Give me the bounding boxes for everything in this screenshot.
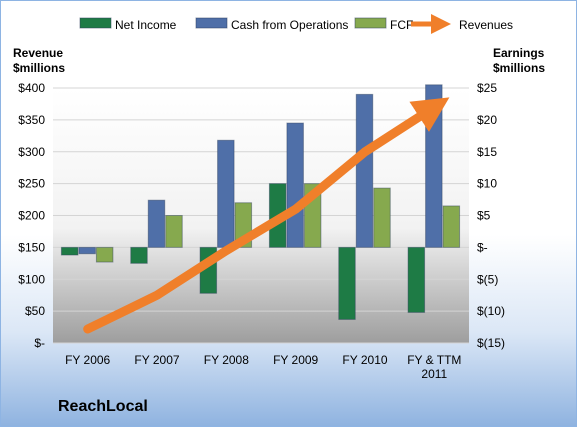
right-tick-label: $-	[477, 240, 488, 254]
left-tick-label: $100	[18, 272, 45, 286]
bar-cash-from-operations	[78, 246, 96, 255]
x-tick-label: FY & TTM 2011	[407, 353, 461, 381]
left-tick-label: $150	[18, 240, 45, 254]
legend-label-net-income: Net Income	[115, 18, 177, 32]
left-tick-label: $-	[34, 336, 45, 350]
legend-marker-cash-from-operations	[195, 17, 228, 29]
bar-cash-from-operations	[147, 199, 166, 248]
x-axis-ticks: FY 2006 FY 2007 FY 2008 FY 2009 FY 2010 FY & …	[65, 353, 461, 381]
left-axis-title: $millions	[13, 61, 65, 75]
right-tick-label: $(15)	[477, 336, 505, 350]
left-tick-label: $400	[18, 81, 45, 95]
bar-cash-from-operations	[286, 122, 304, 248]
company-name: ReachLocal	[58, 398, 148, 415]
right-tick-label: $(10)	[477, 304, 505, 318]
right-tick-label: $15	[477, 145, 497, 159]
legend: Net Income Cash from Operations FCF Revenue…	[79, 14, 513, 34]
left-axis-ticks: $- $50 $100 $150 $200 $250 $300 $350 $400	[18, 81, 45, 350]
revenue-line-path	[83, 97, 450, 334]
x-tick-label: FY 2006	[65, 353, 110, 367]
legend-marker-fcf	[354, 17, 387, 29]
combo-chart: Net Income Cash from Operations FCF Revenue…	[13, 14, 545, 381]
right-tick-label: $(5)	[477, 272, 498, 286]
right-tick-label: $10	[477, 177, 497, 191]
right-axis-title: Earnings	[493, 46, 545, 60]
bars	[60, 84, 461, 320]
bar-net-income	[338, 246, 356, 320]
bar-fcf	[95, 246, 114, 263]
left-axis-title: Revenue	[13, 46, 63, 60]
right-tick-label: $25	[477, 81, 497, 95]
bar-net-income	[407, 246, 426, 313]
bar-fcf	[373, 187, 391, 248]
bar-net-income	[60, 246, 79, 256]
left-tick-label: $50	[25, 304, 45, 318]
right-tick-label: $5	[477, 209, 491, 223]
left-tick-label: $300	[18, 145, 45, 159]
bar-fcf	[165, 215, 183, 248]
bar-fcf	[442, 205, 461, 248]
right-axis-ticks: $(15) $(10) $(5) $- $5 $10 $15 $20 $25	[477, 81, 505, 350]
left-tick-label: $200	[18, 209, 45, 223]
x-tick-label: FY 2007	[134, 353, 179, 367]
legend-label-revenues: Revenues	[459, 18, 513, 32]
x-tick-label: FY 2009	[273, 353, 318, 367]
bar-cash-from-operations	[217, 139, 235, 248]
bar-net-income	[130, 246, 148, 264]
revenue-line	[83, 97, 450, 334]
legend-marker-net-income	[79, 17, 112, 29]
right-axis-title: $millions	[493, 61, 545, 75]
legend-label-cash-from-operations: Cash from Operations	[231, 18, 348, 32]
x-tick-label: FY 2008	[204, 353, 249, 367]
left-tick-label: $350	[18, 113, 45, 127]
right-tick-label: $20	[477, 113, 497, 127]
left-tick-label: $250	[18, 177, 45, 191]
bar-cash-from-operations	[355, 93, 374, 248]
x-tick-label: FY 2010	[342, 353, 387, 367]
legend-label-fcf: FCF	[390, 18, 413, 32]
